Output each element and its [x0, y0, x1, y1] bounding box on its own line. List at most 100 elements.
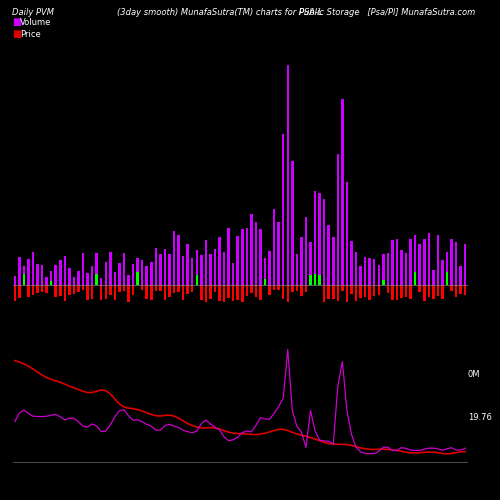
Bar [264, 278, 266, 285]
Bar [114, 272, 116, 285]
Bar [236, 236, 239, 286]
Bar [418, 244, 421, 286]
Text: Volume: Volume [20, 18, 52, 27]
Bar [14, 286, 16, 301]
Bar [441, 260, 444, 285]
Bar [223, 252, 226, 286]
Bar [100, 286, 102, 300]
Bar [432, 286, 434, 299]
Bar [273, 286, 276, 290]
Text: Price: Price [20, 30, 41, 38]
Bar [254, 222, 257, 286]
Bar [360, 286, 362, 298]
Bar [182, 256, 184, 286]
Bar [64, 256, 66, 286]
Bar [310, 275, 312, 285]
Bar [373, 286, 376, 296]
Bar [186, 286, 189, 294]
Bar [350, 241, 352, 286]
Bar [268, 252, 271, 286]
Bar [328, 225, 330, 286]
Bar [22, 274, 25, 285]
Bar [232, 263, 234, 285]
Bar [455, 286, 458, 298]
Bar [104, 286, 107, 300]
Bar [200, 254, 202, 286]
Bar [428, 233, 430, 285]
Bar [300, 236, 302, 286]
Bar [196, 276, 198, 285]
Bar [218, 286, 221, 302]
Bar [241, 286, 244, 302]
Bar [96, 253, 98, 286]
Bar [446, 252, 448, 286]
Bar [378, 265, 380, 285]
Bar [128, 286, 130, 302]
Bar [41, 286, 43, 292]
Bar [27, 286, 30, 296]
Bar [323, 200, 326, 286]
Bar [336, 154, 339, 286]
Bar [410, 286, 412, 300]
Bar [128, 275, 130, 285]
Bar [173, 231, 176, 285]
Bar [332, 237, 334, 286]
Bar [122, 254, 125, 286]
Bar [228, 228, 230, 285]
Bar [18, 257, 21, 286]
Bar [86, 272, 89, 285]
Bar [341, 99, 344, 286]
Bar [282, 134, 284, 286]
Bar [68, 286, 70, 296]
Bar [196, 250, 198, 286]
Bar [278, 286, 280, 290]
Bar [82, 286, 84, 290]
Bar [132, 286, 134, 296]
Bar [264, 258, 266, 285]
Bar [436, 236, 439, 286]
Bar [54, 286, 57, 297]
Bar [423, 238, 426, 286]
Bar [150, 262, 152, 285]
Bar [100, 278, 102, 285]
Bar [136, 258, 139, 285]
Bar [455, 242, 458, 286]
Bar [368, 286, 371, 300]
Bar [72, 286, 75, 294]
Bar [259, 286, 262, 300]
Bar [282, 286, 284, 299]
Bar [168, 254, 170, 286]
Bar [241, 228, 244, 285]
Bar [259, 229, 262, 285]
Bar [314, 274, 316, 285]
Bar [405, 252, 407, 286]
Bar [304, 217, 307, 286]
Bar [254, 286, 257, 296]
Bar [378, 286, 380, 296]
Bar [246, 228, 248, 285]
Bar [96, 274, 98, 285]
Bar [410, 240, 412, 286]
Bar [54, 265, 57, 285]
Bar [223, 286, 226, 302]
Bar [291, 286, 294, 292]
Bar [414, 235, 416, 286]
Bar [36, 286, 39, 293]
Bar [218, 237, 221, 286]
Bar [136, 272, 139, 285]
Bar [64, 286, 66, 302]
Bar [159, 286, 162, 290]
Bar [72, 277, 75, 285]
Bar [118, 286, 120, 292]
Bar [18, 286, 21, 298]
Text: 0M: 0M [468, 370, 480, 379]
Bar [22, 266, 25, 285]
Bar [132, 264, 134, 285]
Bar [173, 286, 176, 293]
Bar [168, 286, 170, 296]
Bar [86, 286, 89, 300]
Bar [373, 259, 376, 285]
Bar [441, 286, 444, 298]
Bar [296, 286, 298, 290]
Text: Public Storage   [Psa/Pl] MunafaSutra.com: Public Storage [Psa/Pl] MunafaSutra.com [299, 8, 476, 17]
